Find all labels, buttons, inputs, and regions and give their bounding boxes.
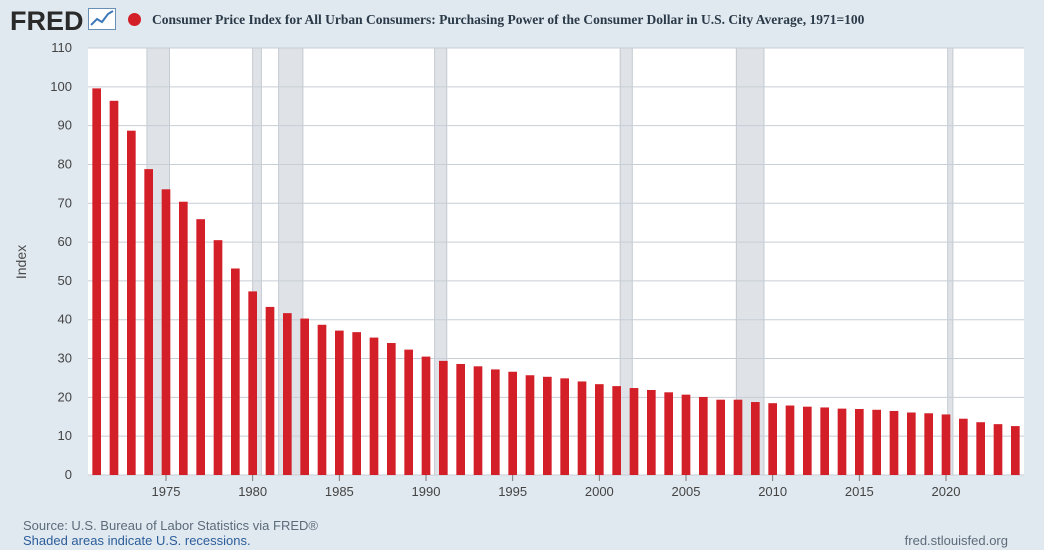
bar-1978[interactable]: [213, 240, 223, 475]
bar-2000[interactable]: [595, 384, 604, 475]
chart-header: FRED Consumer Price Index for All Urban …: [0, 0, 1044, 42]
bars: [92, 88, 1020, 475]
bar-2023[interactable]: [993, 424, 1003, 475]
site-url[interactable]: fred.stlouisfed.org: [904, 533, 1008, 548]
recession-note: Shaded areas indicate U.S. recessions.: [23, 533, 251, 548]
y-tick-labels: 0 10 20 30 40 50 60 70 80 90 100 110: [50, 40, 72, 482]
x-tick-label: 2015: [845, 484, 874, 499]
bar-1987[interactable]: [369, 337, 379, 475]
bar-1980[interactable]: [248, 291, 257, 475]
bar-2004[interactable]: [664, 392, 673, 475]
bar-2018[interactable]: [907, 412, 916, 475]
y-tick-label: 100: [50, 79, 72, 94]
x-tick-label: 1975: [152, 484, 181, 499]
bar-2013[interactable]: [820, 407, 829, 475]
gridlines: [88, 47, 1024, 476]
bar-2021[interactable]: [959, 418, 968, 475]
bar-1993[interactable]: [473, 366, 483, 475]
bar-2024[interactable]: [1011, 426, 1020, 475]
bar-1994[interactable]: [491, 369, 500, 475]
bar-2020[interactable]: [941, 414, 951, 475]
y-tick-label: 30: [58, 351, 72, 366]
x-tick-label: 2020: [932, 484, 961, 499]
bar-1990[interactable]: [421, 356, 431, 475]
y-tick-label: 50: [58, 273, 72, 288]
bar-1973[interactable]: [127, 130, 136, 475]
x-tick-labels: 1975 1980 1985 1990 1995 2000 2005 2010 2015 2020: [152, 475, 961, 499]
bar-2002[interactable]: [629, 388, 639, 475]
bar-1996[interactable]: [525, 375, 535, 475]
bar-1983[interactable]: [300, 318, 309, 475]
bar-1995[interactable]: [508, 371, 517, 475]
y-tick-label: 60: [58, 234, 72, 249]
bar-2010[interactable]: [768, 403, 777, 475]
bar-1982[interactable]: [283, 313, 292, 475]
bar-1979[interactable]: [231, 268, 240, 475]
bar-1998[interactable]: [560, 378, 569, 475]
bar-1991[interactable]: [439, 360, 448, 475]
bar-1986[interactable]: [352, 332, 361, 475]
bar-2019[interactable]: [924, 413, 933, 475]
bar-1981[interactable]: [265, 306, 275, 475]
chart-title: Consumer Price Index for All Urban Consu…: [152, 12, 865, 27]
y-tick-label: 40: [58, 312, 72, 327]
bar-1977[interactable]: [196, 219, 205, 475]
bar-1985[interactable]: [335, 330, 344, 475]
bar-2015[interactable]: [855, 409, 864, 475]
bar-2017[interactable]: [889, 410, 899, 475]
bar-1972[interactable]: [109, 100, 119, 475]
bar-1976[interactable]: [179, 201, 188, 475]
bar-1988[interactable]: [387, 343, 396, 475]
legend-series-marker: [128, 13, 141, 26]
plot-background: [88, 48, 1024, 475]
x-tick-label: 1980: [238, 484, 267, 499]
logo-sparkline-icon: [88, 8, 116, 30]
x-tick-label: 2010: [758, 484, 787, 499]
x-tick-label: 1990: [412, 484, 441, 499]
y-tick-label: 80: [58, 156, 72, 171]
bar-1997[interactable]: [543, 376, 552, 475]
y-tick-label: 10: [58, 428, 72, 443]
bar-2003[interactable]: [647, 389, 656, 475]
bar-1971[interactable]: [92, 88, 101, 475]
recession-band: [947, 47, 954, 476]
y-tick-label: 110: [51, 40, 72, 55]
bar-2022[interactable]: [976, 422, 985, 475]
bar-1992[interactable]: [456, 363, 465, 475]
source-text: Source: U.S. Bureau of Labor Statistics …: [23, 518, 318, 533]
bar-2016[interactable]: [872, 409, 881, 475]
bar-1984[interactable]: [317, 324, 327, 475]
y-tick-label: 90: [58, 118, 72, 133]
bar-1975[interactable]: [161, 189, 171, 475]
bar-1974[interactable]: [144, 169, 153, 475]
x-tick-label: 1995: [498, 484, 527, 499]
bar-2007[interactable]: [716, 399, 725, 475]
fred-logo[interactable]: FRED: [10, 6, 84, 36]
bar-2006[interactable]: [699, 396, 708, 475]
bar-1989[interactable]: [404, 349, 413, 475]
y-axis-label: Index: [13, 245, 29, 279]
x-tick-label: 2005: [672, 484, 701, 499]
bar-2011[interactable]: [785, 405, 795, 475]
bar-2009[interactable]: [751, 402, 760, 475]
bar-2005[interactable]: [681, 394, 691, 475]
x-tick-label: 2000: [585, 484, 614, 499]
y-tick-label: 0: [65, 467, 72, 482]
bar-1999[interactable]: [577, 381, 587, 475]
bar-2001[interactable]: [612, 386, 621, 475]
y-tick-label: 20: [58, 389, 72, 404]
bar-2014[interactable]: [837, 408, 847, 475]
y-tick-label: 70: [58, 195, 72, 210]
bar-2008[interactable]: [733, 399, 743, 475]
bar-2012[interactable]: [803, 406, 812, 475]
x-tick-label: 1985: [325, 484, 354, 499]
